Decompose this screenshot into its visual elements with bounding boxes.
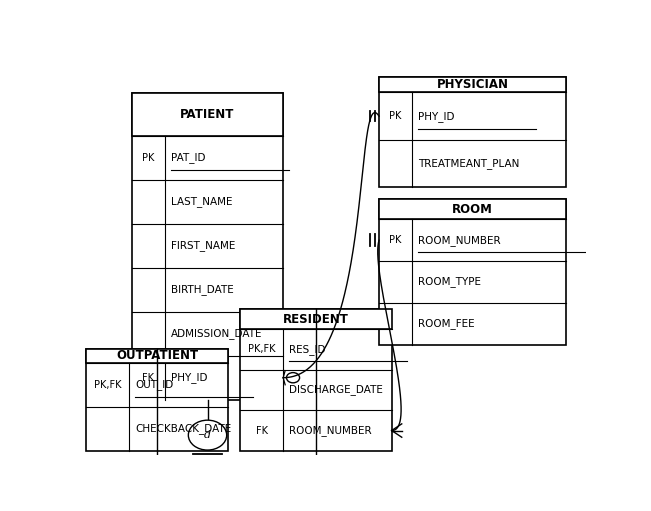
Bar [87, 349, 228, 451]
Text: RESIDENT: RESIDENT [283, 313, 349, 326]
Text: OUT_ID: OUT_ID [135, 379, 174, 390]
Text: ROOM_TYPE: ROOM_TYPE [418, 276, 481, 288]
Text: FK: FK [142, 373, 154, 383]
Text: PK: PK [142, 153, 154, 163]
Text: TREATMEANT_PLAN: TREATMEANT_PLAN [418, 158, 519, 169]
Text: BIRTH_DATE: BIRTH_DATE [171, 284, 234, 295]
Text: FK: FK [256, 426, 268, 435]
Text: DISCHARGE_DATE: DISCHARGE_DATE [289, 384, 383, 396]
Bar [379, 199, 566, 219]
Text: PK: PK [389, 111, 402, 121]
Bar [379, 77, 566, 187]
Text: PHYSICIAN: PHYSICIAN [436, 78, 508, 91]
Text: ROOM_NUMBER: ROOM_NUMBER [289, 425, 372, 436]
Text: PK: PK [389, 235, 402, 245]
Text: CHECKBACK_DATE: CHECKBACK_DATE [135, 424, 232, 434]
Text: ADMISSION_DATE: ADMISSION_DATE [171, 328, 262, 339]
Bar [379, 199, 566, 344]
Bar [87, 349, 228, 363]
Bar [240, 309, 392, 329]
Text: OUTPATIENT: OUTPATIENT [116, 349, 198, 362]
Text: ROOM_NUMBER: ROOM_NUMBER [418, 235, 501, 246]
Text: d: d [204, 430, 211, 440]
Text: PAT_ID: PAT_ID [171, 152, 205, 163]
Text: PATIENT: PATIENT [180, 108, 235, 121]
Text: FIRST_NAME: FIRST_NAME [171, 240, 235, 251]
Text: PK,FK: PK,FK [248, 344, 275, 354]
Text: PHY_ID: PHY_ID [171, 372, 207, 383]
Bar [132, 93, 283, 400]
Text: ROOM: ROOM [452, 203, 493, 216]
Text: LAST_NAME: LAST_NAME [171, 196, 232, 207]
Text: RES_ID: RES_ID [289, 344, 326, 355]
Bar [132, 93, 283, 136]
Bar [379, 77, 566, 92]
Bar [240, 309, 392, 451]
Text: PK,FK: PK,FK [94, 380, 122, 390]
Text: ROOM_FEE: ROOM_FEE [418, 318, 475, 329]
Text: PHY_ID: PHY_ID [418, 111, 454, 122]
